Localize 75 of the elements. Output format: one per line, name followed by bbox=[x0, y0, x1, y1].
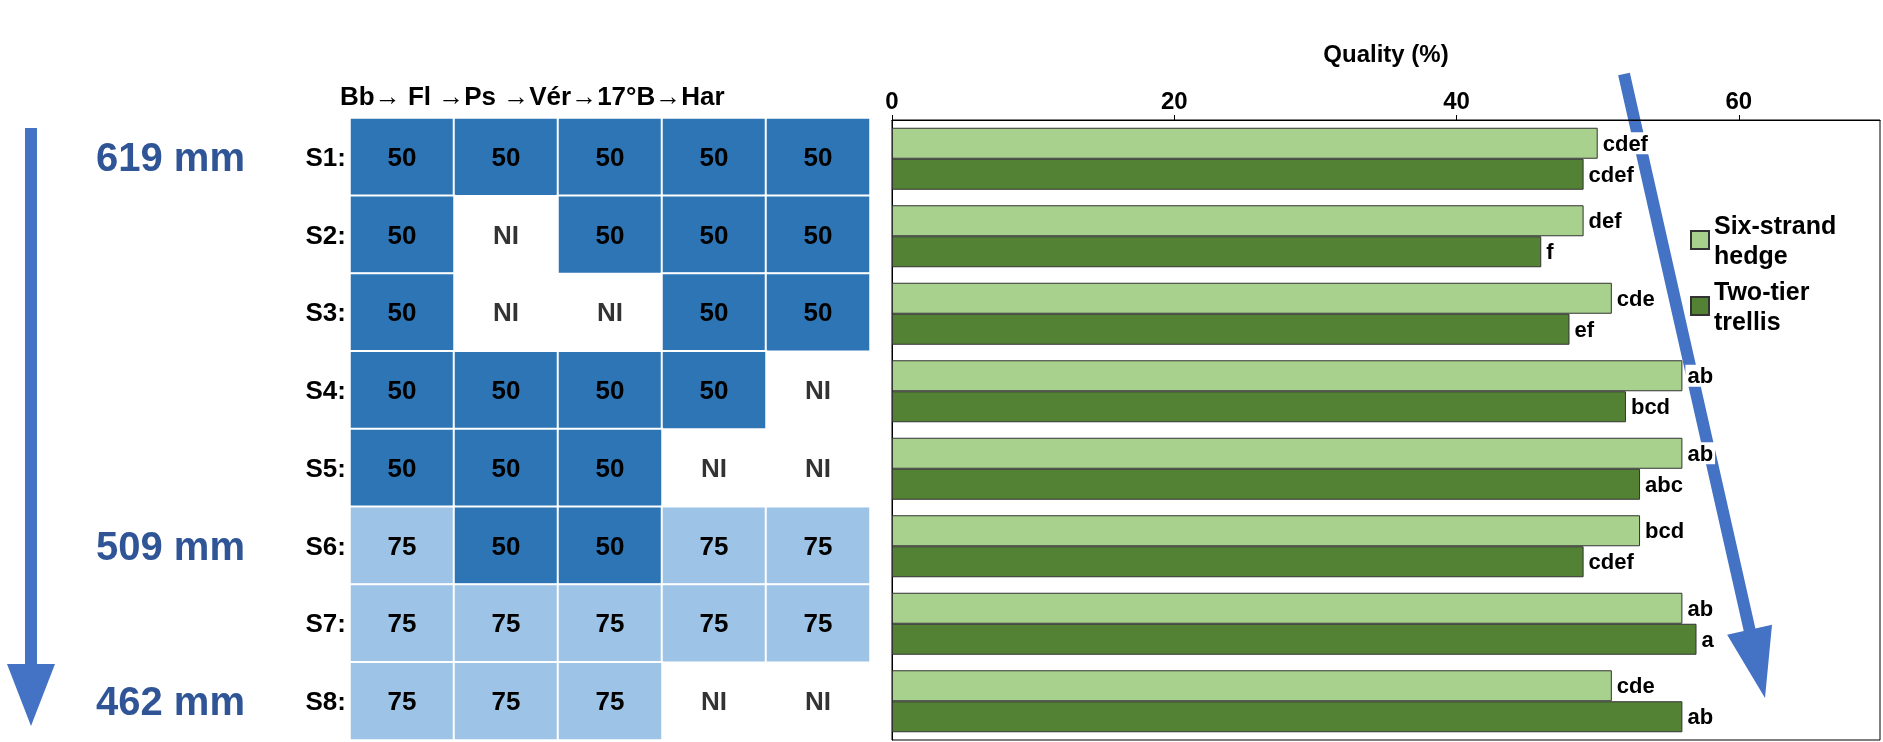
data-label: 50 bbox=[491, 530, 521, 561]
data-label: 50 bbox=[699, 375, 729, 406]
x-tick-label: 40 bbox=[1443, 86, 1470, 114]
data-label: ab bbox=[1687, 440, 1714, 466]
data-label: 75 bbox=[803, 608, 833, 639]
legend-label: Two-tier trellis bbox=[1714, 277, 1817, 335]
data-label: 50 bbox=[803, 297, 833, 328]
data-label: 75 bbox=[595, 686, 625, 717]
text: 619 mm bbox=[96, 134, 245, 179]
data-label: 75 bbox=[595, 608, 625, 639]
data-label: ab bbox=[1687, 595, 1714, 621]
legend-label: Six-strand hedge bbox=[1714, 211, 1844, 269]
data-label: cde bbox=[1616, 285, 1655, 311]
data-label: 75 bbox=[491, 686, 521, 717]
data-label: 50 bbox=[595, 530, 625, 561]
text: 509 mm bbox=[96, 523, 245, 568]
data-label: ef bbox=[1574, 316, 1595, 342]
y-tick-label: S7: bbox=[305, 608, 346, 639]
data-label: 50 bbox=[595, 375, 625, 406]
data-label: ab bbox=[1687, 363, 1714, 389]
data-label: 50 bbox=[595, 452, 625, 483]
text: NI bbox=[805, 686, 831, 717]
text: NI bbox=[597, 297, 623, 328]
data-label: cdef bbox=[1588, 549, 1635, 575]
data-label: 50 bbox=[699, 141, 729, 172]
y-tick-label: S4: bbox=[305, 375, 346, 406]
data-label: 50 bbox=[699, 297, 729, 328]
data-label: 50 bbox=[699, 219, 729, 250]
x-tick-label: 0 bbox=[885, 86, 899, 114]
data-label: 75 bbox=[387, 686, 417, 717]
data-label: 50 bbox=[387, 452, 417, 483]
data-label: 50 bbox=[491, 141, 521, 172]
data-label: 50 bbox=[387, 141, 417, 172]
data-label: 75 bbox=[699, 608, 729, 639]
data-label: 75 bbox=[387, 530, 417, 561]
text: 462 mm bbox=[96, 679, 245, 724]
data-label: def bbox=[1588, 208, 1623, 234]
data-label: cdef bbox=[1602, 130, 1649, 156]
data-label: bcd bbox=[1630, 394, 1671, 420]
y-tick-label: S3: bbox=[305, 297, 346, 328]
data-label: 75 bbox=[491, 608, 521, 639]
text: NI bbox=[701, 686, 727, 717]
y-tick-label: S5: bbox=[305, 452, 346, 483]
x-tick-label: 60 bbox=[1725, 86, 1753, 114]
data-label: cdef bbox=[1588, 161, 1635, 187]
text: NI bbox=[493, 297, 519, 328]
y-tick-label: S2: bbox=[305, 219, 346, 250]
data-label: 50 bbox=[491, 375, 521, 406]
data-label: 75 bbox=[699, 530, 729, 561]
data-label: f bbox=[1546, 239, 1555, 265]
y-tick-label: S6: bbox=[305, 530, 346, 561]
data-label: 50 bbox=[491, 452, 521, 483]
text: NI bbox=[493, 219, 519, 250]
y-tick-label: S1: bbox=[305, 141, 346, 172]
data-label: abc bbox=[1645, 471, 1683, 497]
data-label: 75 bbox=[387, 608, 417, 639]
data-label: cde bbox=[1616, 673, 1655, 699]
y-tick-label: S8: bbox=[305, 686, 346, 717]
data-label: 50 bbox=[387, 297, 417, 328]
data-label: 50 bbox=[803, 141, 833, 172]
text: NI bbox=[701, 452, 727, 483]
x-tick-label: 20 bbox=[1160, 86, 1188, 114]
data-label: a bbox=[1701, 626, 1715, 652]
data-label: 75 bbox=[803, 530, 833, 561]
chart-title: Bb→ Fl →Ps →Vér→17°B→Har bbox=[340, 81, 725, 111]
data-label: 50 bbox=[595, 219, 625, 250]
data-label: bcd bbox=[1645, 518, 1685, 544]
data-label: 50 bbox=[595, 141, 625, 172]
text: NI bbox=[805, 452, 831, 483]
data-label: 50 bbox=[387, 375, 417, 406]
data-label: ab bbox=[1687, 704, 1714, 730]
data-label: 50 bbox=[803, 219, 833, 250]
data-label: 50 bbox=[387, 219, 417, 250]
text: NI bbox=[805, 375, 831, 406]
x-axis-title: Quality (%) bbox=[1323, 39, 1449, 67]
